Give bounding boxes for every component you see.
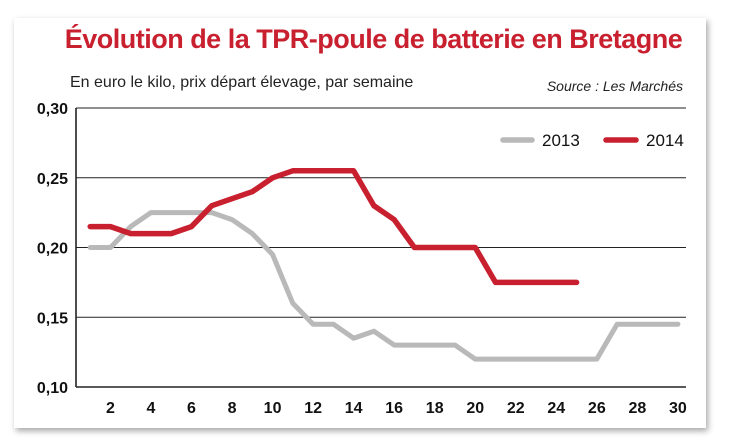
x-tick-label: 4: [147, 400, 156, 417]
x-tick-label: 6: [187, 400, 196, 417]
x-tick-label: 24: [547, 400, 565, 417]
legend-label-2013: 2013: [542, 131, 580, 150]
x-tick-label: 28: [628, 400, 646, 417]
x-tick-label: 20: [466, 400, 484, 417]
y-tick-label: 0,25: [37, 171, 68, 188]
y-tick-label: 0,20: [37, 241, 68, 258]
series-line-2013: [87, 210, 681, 362]
y-tick-label: 0,10: [37, 380, 68, 397]
y-tick-label: 0,30: [37, 101, 68, 118]
legend-label-2014: 2014: [646, 131, 684, 150]
chart-source: Source : Les Marchés: [546, 78, 683, 94]
x-tick-label: 18: [426, 400, 444, 417]
x-tick-label: 10: [264, 400, 282, 417]
x-tick-label: 16: [385, 400, 403, 417]
x-tick-label: 30: [669, 400, 687, 417]
x-tick-label: 12: [304, 400, 322, 417]
chart-title: Évolution de la TPR-poule de batterie en…: [64, 24, 683, 54]
x-tick-label: 14: [345, 400, 363, 417]
x-tick-label: 22: [507, 400, 525, 417]
x-tick-label: 26: [588, 400, 606, 417]
chart-subtitle: En euro le kilo, prix départ élevage, pa…: [70, 74, 414, 91]
x-tick-label: 2: [106, 400, 115, 417]
x-tick-label: 8: [228, 400, 237, 417]
y-tick-label: 0,15: [37, 310, 68, 327]
series-line-2014: [87, 168, 580, 286]
